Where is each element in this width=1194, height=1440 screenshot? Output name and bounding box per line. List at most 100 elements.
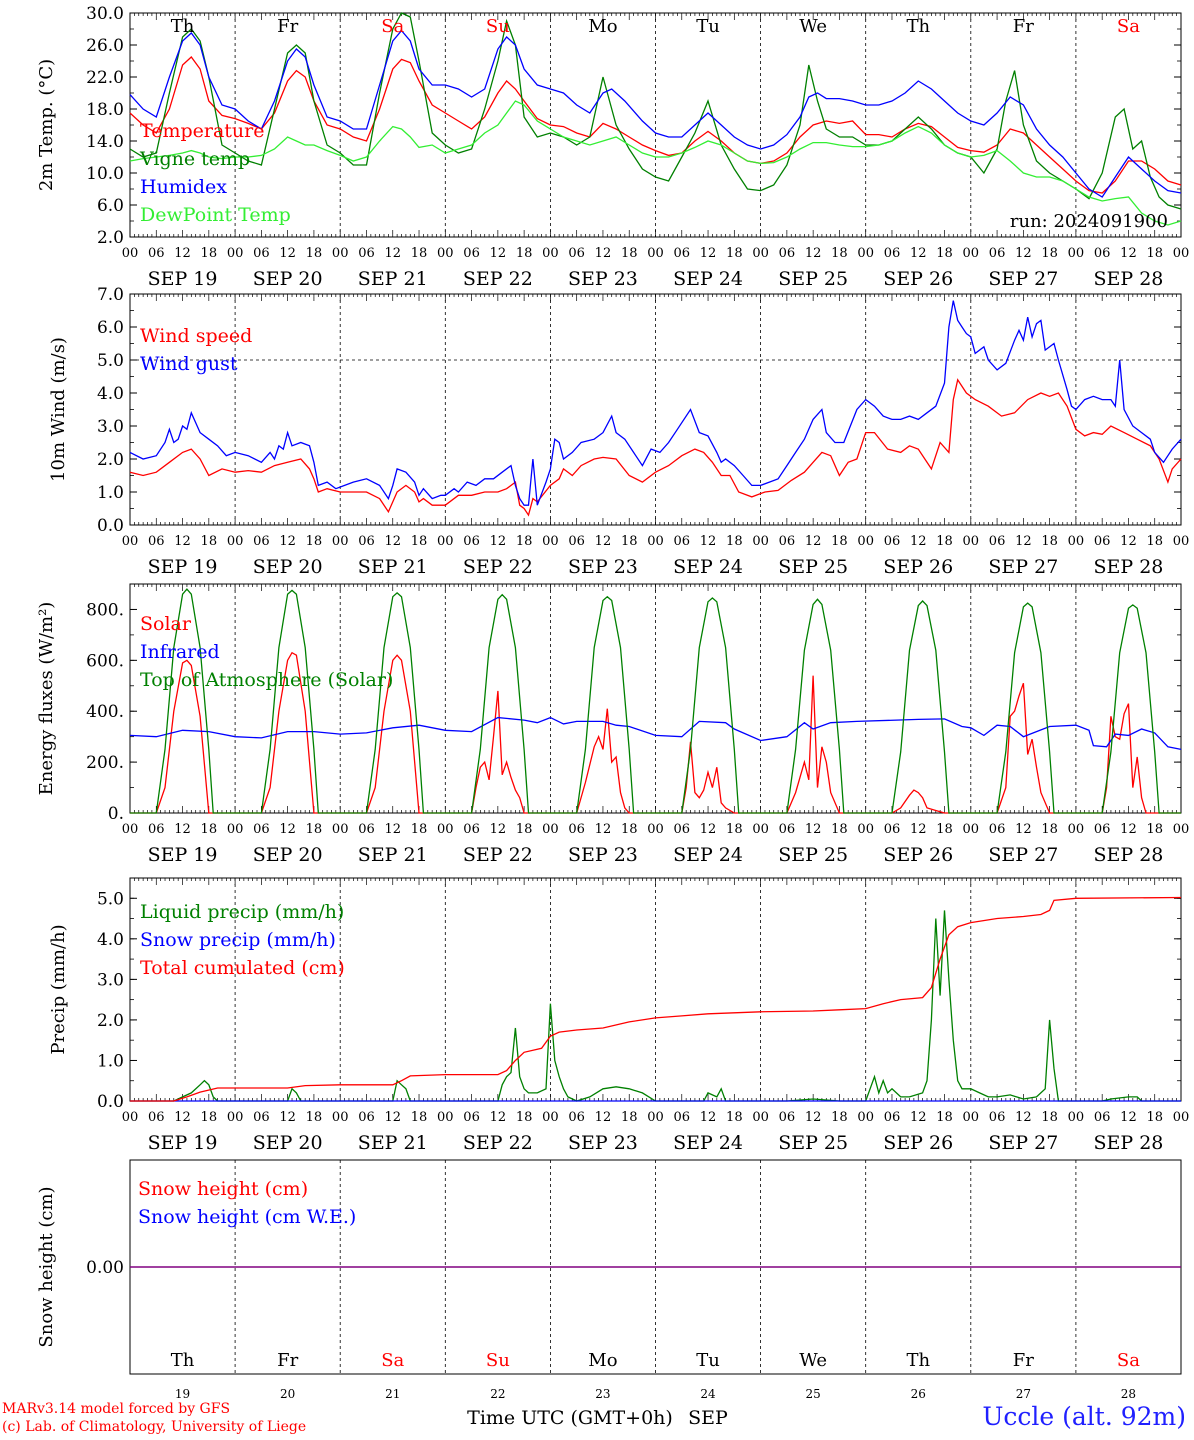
- hour-tick-label: 00: [542, 1110, 559, 1125]
- day-of-week-label: Su: [486, 1350, 510, 1371]
- date-label: SEP 25: [778, 268, 848, 290]
- date-label: SEP 26: [883, 556, 953, 578]
- y-tick-label: 400.: [86, 702, 124, 722]
- day-of-week-label: Th: [171, 16, 195, 37]
- day-number-label: 24: [700, 1387, 716, 1401]
- hour-tick-label: 06: [253, 246, 270, 261]
- date-label: SEP 19: [148, 844, 218, 866]
- hour-tick-label: 00: [332, 822, 349, 837]
- hour-tick-label: 12: [595, 1110, 612, 1125]
- hour-tick-label: 00: [332, 534, 349, 549]
- hour-tick-label: 06: [1094, 246, 1111, 261]
- hour-tick-label: 12: [279, 822, 296, 837]
- hour-tick-label: 12: [700, 822, 717, 837]
- hour-tick-label: 18: [1146, 1110, 1163, 1125]
- hour-tick-label: 00: [542, 246, 559, 261]
- hour-tick-label: 12: [595, 822, 612, 837]
- date-label: SEP 24: [673, 556, 743, 578]
- hour-tick-label: 00: [332, 1110, 349, 1125]
- hour-tick-label: 00: [437, 1110, 454, 1125]
- y-axis-label: Precip (mm/h): [48, 924, 69, 1054]
- day-number-label: 28: [1121, 1387, 1136, 1401]
- day-of-week-label: Th: [171, 1350, 195, 1371]
- hour-tick-label: 00: [1068, 1110, 1085, 1125]
- hour-tick-label: 12: [910, 1110, 927, 1125]
- hour-tick-label: 18: [621, 1110, 638, 1125]
- day-of-week-label: Th: [906, 1350, 930, 1371]
- hour-tick-label: 06: [463, 246, 480, 261]
- hour-tick-label: 18: [621, 822, 638, 837]
- day-of-week-label: Fr: [1013, 16, 1034, 37]
- hour-tick-label: 18: [411, 246, 428, 261]
- panel-precip: 0.0 1.0 2.0 3.0 4.0 5.0 Precip (mm/h) Liquid pr…: [48, 877, 1189, 1154]
- hour-tick-label: 00: [1173, 822, 1190, 837]
- hour-tick-label: 18: [306, 822, 323, 837]
- hour-tick-label: 18: [726, 534, 743, 549]
- hour-tick-label: 06: [463, 534, 480, 549]
- y-tick-label: 10.0: [86, 164, 124, 184]
- hour-tick-label: 00: [542, 534, 559, 549]
- panel-energy: 0. 200. 400. 600. 800. Energy fluxes (W/m²) So…: [36, 583, 1190, 866]
- hour-tick-label: 00: [647, 534, 664, 549]
- hour-tick-label: 12: [279, 534, 296, 549]
- hour-tick-label: 00: [437, 534, 454, 549]
- y-tick-label: 0.0: [97, 516, 124, 536]
- hour-tick-label: 06: [148, 534, 165, 549]
- hour-tick-label: 12: [700, 246, 717, 261]
- legend-entry: Top of Atmosphere (Solar): [140, 669, 393, 691]
- hour-tick-label: 18: [201, 822, 218, 837]
- hour-tick-label: 06: [358, 822, 375, 837]
- hour-tick-label: 18: [1146, 534, 1163, 549]
- y-tick-label: 4.0: [97, 930, 124, 950]
- hour-tick-label: 12: [1015, 822, 1032, 837]
- day-of-week-label: Tu: [696, 16, 720, 37]
- hour-tick-label: 00: [963, 822, 980, 837]
- hour-tick-label: 00: [1068, 246, 1085, 261]
- hour-tick-label: 18: [621, 246, 638, 261]
- y-tick-label: 22.0: [86, 68, 124, 88]
- day-number-label: 20: [280, 1387, 295, 1401]
- date-label: SEP 20: [253, 268, 323, 290]
- y-axis-label: 2m Temp. (°C): [36, 59, 57, 191]
- y-tick-label: 5.0: [97, 889, 124, 909]
- day-of-week-label: We: [799, 1350, 827, 1371]
- date-label: SEP 24: [673, 268, 743, 290]
- hour-tick-label: 06: [568, 1110, 585, 1125]
- hour-tick-label: 18: [201, 534, 218, 549]
- month-label: SEP: [688, 1407, 728, 1429]
- date-label: SEP 23: [568, 268, 638, 290]
- hour-tick-label: 00: [647, 246, 664, 261]
- hour-tick-label: 06: [884, 822, 901, 837]
- y-tick-label: 2.0: [97, 1011, 124, 1031]
- hour-tick-label: 00: [647, 1110, 664, 1125]
- hour-tick-label: 06: [989, 534, 1006, 549]
- date-label: SEP 20: [253, 556, 323, 578]
- hour-tick-label: 18: [831, 1110, 848, 1125]
- hour-tick-label: 12: [1015, 1110, 1032, 1125]
- date-label: SEP 23: [568, 844, 638, 866]
- hour-tick-label: 18: [726, 246, 743, 261]
- hour-tick-label: 12: [805, 534, 822, 549]
- hour-tick-label: 12: [490, 1110, 507, 1125]
- hour-tick-label: 18: [831, 246, 848, 261]
- day-of-week-label: Sa: [381, 16, 404, 37]
- y-axis-label: Snow height (cm): [36, 1186, 57, 1347]
- y-tick-label: 1.0: [97, 1051, 124, 1071]
- hour-tick-label: 00: [857, 1110, 874, 1125]
- hour-tick-label: 18: [936, 534, 953, 549]
- day-of-week-label: We: [799, 16, 827, 37]
- hour-tick-label: 06: [1094, 534, 1111, 549]
- date-label: SEP 25: [778, 844, 848, 866]
- hour-tick-label: 00: [227, 1110, 244, 1125]
- hour-tick-label: 06: [358, 1110, 375, 1125]
- hour-tick-label: 12: [490, 534, 507, 549]
- hour-tick-label: 12: [595, 534, 612, 549]
- hour-tick-label: 12: [700, 1110, 717, 1125]
- day-number-label: 22: [490, 1387, 505, 1401]
- date-label: SEP 22: [463, 844, 533, 866]
- hour-tick-label: 00: [647, 822, 664, 837]
- legend-entry: Temperature: [140, 120, 264, 142]
- hour-tick-label: 18: [516, 1110, 533, 1125]
- y-tick-label: 5.0: [97, 351, 124, 371]
- day-number-label: 19: [175, 1387, 190, 1401]
